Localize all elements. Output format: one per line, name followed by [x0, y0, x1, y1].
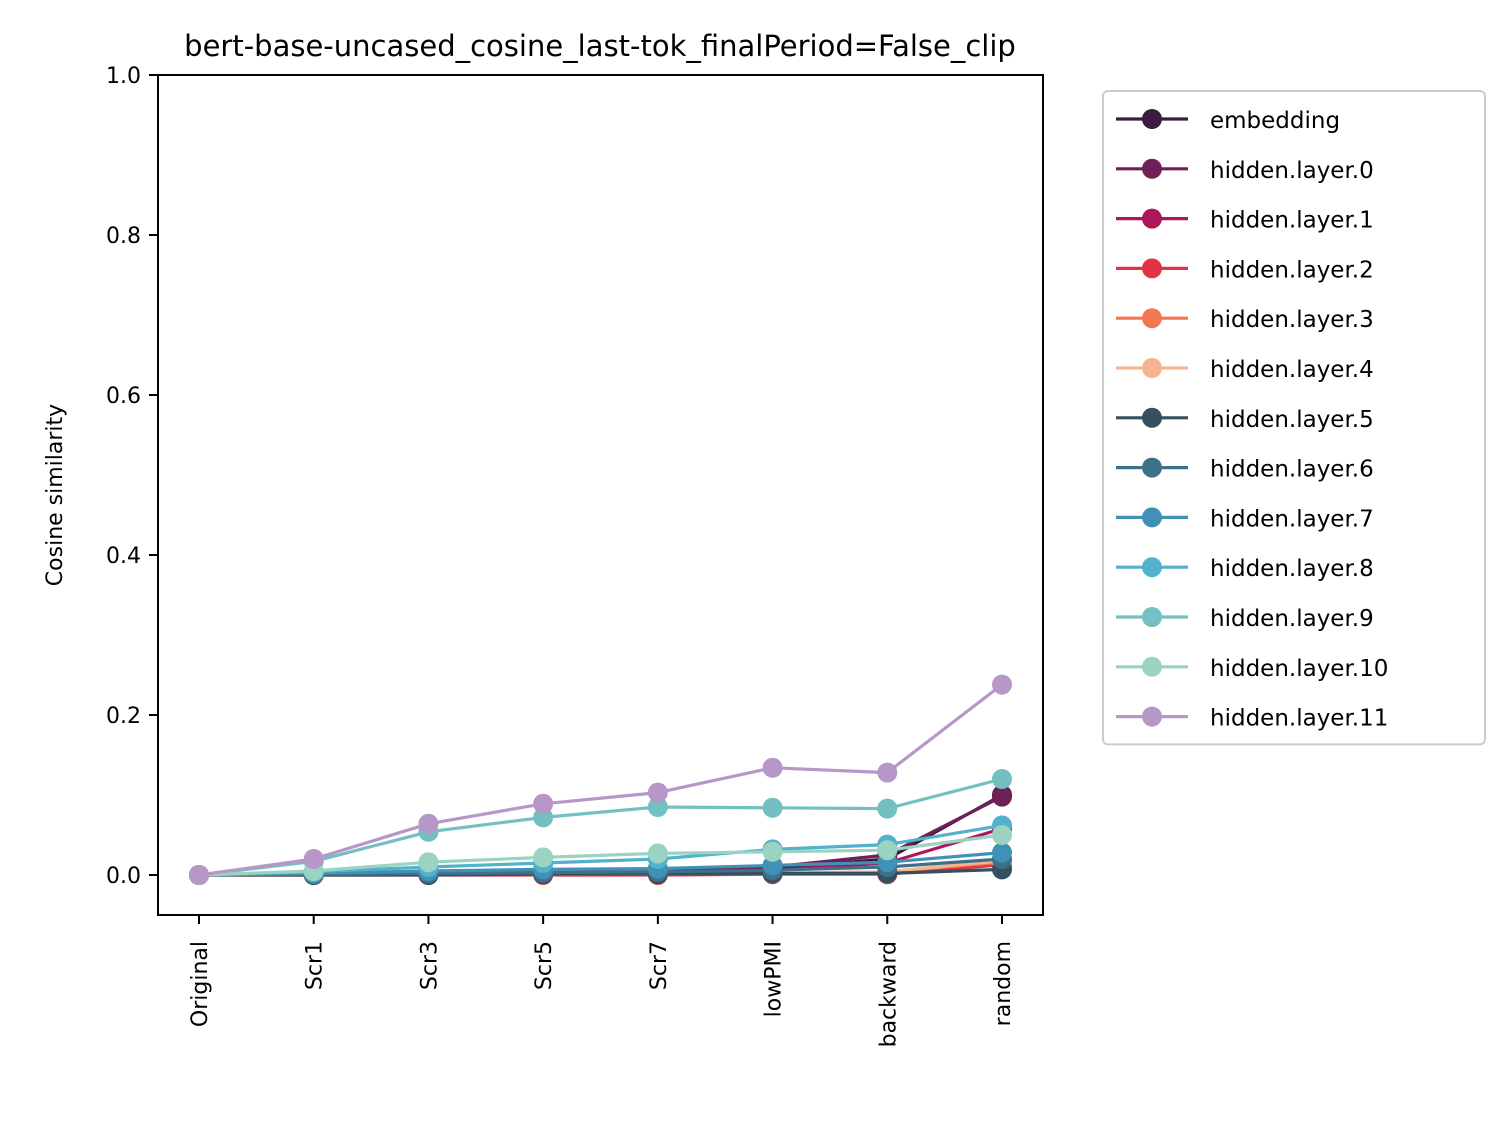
data-point [877, 798, 898, 819]
legend-item: hidden.layer.8 [1116, 556, 1374, 582]
data-point [992, 825, 1012, 845]
data-point [762, 757, 783, 778]
legend-label: hidden.layer.5 [1210, 407, 1374, 433]
legend-frame [1102, 90, 1486, 746]
y-tick-label: 0.4 [106, 544, 141, 569]
x-tick-label: Scr1 [303, 941, 328, 990]
series-line [198, 851, 1003, 877]
data-point [647, 797, 668, 817]
legend-marker [1142, 358, 1162, 378]
legend-marker [1142, 109, 1162, 129]
legend-marker [1142, 258, 1162, 279]
y-tick-label: 0.0 [106, 864, 141, 889]
x-tick-label: Scr7 [647, 941, 672, 990]
axes-frame [157, 74, 1044, 916]
legend-marker [1142, 706, 1162, 727]
x-tick-label: Scr5 [532, 941, 557, 990]
data-point [533, 793, 554, 814]
x-tick-label: Scr3 [417, 941, 442, 990]
series-line [198, 777, 1003, 877]
chart-title: bert-base-uncased_cosine_last-tok_finalP… [184, 29, 1016, 63]
series-hidden-layer-11 [189, 674, 1012, 885]
legend-item: hidden.layer.10 [1116, 656, 1388, 682]
legend-item: embedding [1116, 108, 1340, 134]
legend-marker [1142, 158, 1162, 179]
x-tick-label: random [991, 941, 1016, 1026]
data-point [992, 769, 1012, 789]
y-tick-label: 0.6 [106, 384, 141, 409]
y-axis-label: Cosine similarity [43, 404, 68, 586]
legend-item: hidden.layer.0 [1116, 158, 1374, 184]
legend-item: hidden.layer.2 [1116, 257, 1374, 283]
legend-label: hidden.layer.3 [1210, 307, 1374, 333]
legend-label: hidden.layer.7 [1210, 506, 1374, 532]
series-hidden-layer-10 [189, 825, 1012, 885]
x-tick-label: backward [876, 941, 901, 1047]
legend-label: hidden.layer.8 [1210, 556, 1374, 582]
plot-area: 0.0 0.2 0.4 0.6 0.8 1.0 Original Scr1 Scr3 Scr5 Sc… [106, 64, 1044, 1047]
data-point [647, 843, 668, 864]
legend-label: hidden.layer.4 [1210, 357, 1374, 383]
legend-item: hidden.layer.3 [1116, 307, 1374, 333]
x-tick-label: lowPMI [762, 941, 787, 1017]
legend-label: hidden.layer.11 [1210, 706, 1388, 732]
legend-item: hidden.layer.4 [1116, 357, 1374, 383]
legend-label: hidden.layer.2 [1210, 257, 1374, 283]
legend-label: hidden.layer.1 [1210, 208, 1374, 234]
data-point [533, 847, 554, 868]
legend-marker [1142, 308, 1162, 329]
legend-item: hidden.layer.7 [1116, 506, 1374, 532]
legend-marker [1142, 407, 1162, 428]
series-line [198, 833, 1003, 877]
legend-marker [1142, 457, 1162, 478]
data-point [303, 849, 324, 869]
y-tick-label: 0.2 [106, 704, 141, 729]
legend-item: hidden.layer.6 [1116, 457, 1374, 483]
data-point [877, 840, 898, 861]
legend-marker [1142, 208, 1162, 229]
legend-item: hidden.layer.9 [1116, 606, 1374, 632]
legend-label: embedding [1210, 108, 1340, 134]
series-line [198, 683, 1003, 877]
data-point [418, 813, 439, 834]
y-tick-label: 1.0 [106, 64, 141, 89]
legend-marker [1142, 607, 1162, 627]
legend-label: hidden.layer.0 [1210, 158, 1374, 184]
data-point [762, 797, 783, 818]
legend-label: hidden.layer.9 [1210, 606, 1374, 632]
data-point [647, 782, 668, 803]
data-point [762, 841, 783, 862]
legend: embedding hidden.layer.0 hidden.layer.1 hid… [1102, 90, 1486, 746]
y-tick-label: 0.8 [106, 224, 141, 249]
data-point [992, 842, 1012, 863]
x-tick-label: Original [188, 941, 213, 1027]
data-point [189, 865, 209, 885]
legend-item: hidden.layer.1 [1116, 208, 1374, 234]
legend-label: hidden.layer.6 [1210, 457, 1374, 483]
legend-item: hidden.layer.5 [1116, 407, 1374, 433]
legend-marker [1142, 557, 1162, 578]
legend-marker [1142, 656, 1162, 677]
data-point [992, 674, 1012, 695]
data-point [992, 786, 1012, 807]
legend-marker [1142, 507, 1162, 528]
legend-label: hidden.layer.10 [1210, 656, 1388, 682]
data-point [877, 762, 898, 783]
data-point [418, 852, 439, 873]
legend-item: hidden.layer.11 [1116, 706, 1388, 732]
